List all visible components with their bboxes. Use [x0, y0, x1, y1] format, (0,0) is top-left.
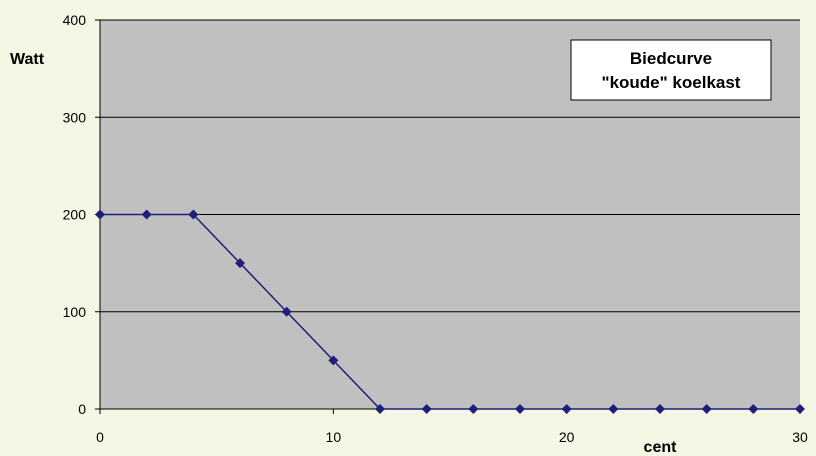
data-point-marker [95, 209, 105, 220]
data-point-marker [655, 404, 665, 414]
y-tick-label: 100 [63, 304, 87, 320]
x-tick-label: 0 [96, 429, 104, 445]
data-point-marker [701, 404, 712, 414]
data-point-marker [375, 404, 385, 414]
y-tick-label: 300 [63, 109, 87, 125]
data-point-marker [141, 209, 152, 220]
series-line [100, 213, 800, 410]
y-tick-label: 400 [63, 12, 87, 28]
data-point-marker [188, 209, 199, 220]
y-tick-label: 200 [63, 207, 87, 223]
legend-line-2: "koude" koelkast [602, 73, 741, 92]
x-tick-label: 30 [792, 429, 808, 445]
y-axis: 0 100 200 300 400 [63, 12, 101, 417]
x-axis-title: cent [644, 439, 678, 456]
data-point-marker [515, 404, 525, 414]
y-tick-label: 0 [78, 401, 86, 417]
data-point-marker [421, 404, 432, 414]
x-tick-label: 10 [326, 429, 342, 445]
x-axis: 0 10 20 30 [96, 408, 808, 445]
legend-frame [570, 39, 772, 101]
data-point-marker [468, 404, 479, 414]
data-point-marker [235, 258, 245, 269]
data-point-marker [795, 404, 805, 414]
data-point-marker [608, 404, 619, 414]
x-tick-label: 20 [559, 429, 575, 445]
data-point-marker [328, 355, 339, 366]
series-line-group [95, 209, 805, 414]
data-point-marker [561, 404, 572, 414]
y-axis-title: Watt [10, 51, 45, 68]
legend-box: Biedcurve "koude" koelkast [570, 39, 772, 101]
legend-line-1: Biedcurve [630, 49, 712, 68]
data-point-marker [281, 306, 292, 317]
data-point-marker [748, 404, 759, 414]
